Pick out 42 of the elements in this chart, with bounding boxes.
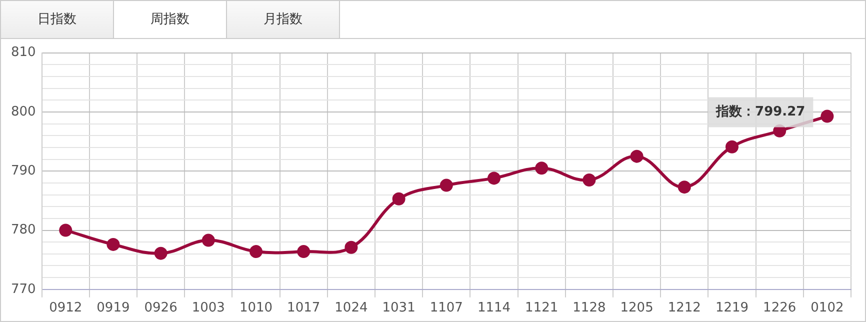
x-tick-label: 0102 — [810, 300, 844, 316]
point — [202, 234, 215, 247]
point — [535, 162, 548, 175]
point — [59, 224, 72, 237]
y-tick-label: 810 — [10, 45, 36, 60]
x-tick-label: 1226 — [763, 300, 796, 316]
point — [297, 245, 310, 258]
x-tick-label: 1128 — [572, 300, 606, 316]
x-tick-label: 1024 — [334, 300, 368, 316]
x-tick-label: 1017 — [287, 300, 320, 316]
text: 周指数 — [114, 1, 227, 38]
point — [250, 245, 263, 258]
x-tick-label: 1212 — [668, 300, 701, 316]
x-tick-label: 1010 — [239, 300, 273, 316]
point — [344, 240, 358, 254]
y-tick-label: 770 — [10, 282, 36, 297]
x-tick-label: 1219 — [715, 300, 749, 316]
x-tick-label: 0912 — [49, 300, 82, 316]
annotation: 指数：799.27 — [715, 104, 806, 120]
text: 月指数 — [227, 1, 340, 38]
point — [726, 140, 738, 154]
y-tick-label: 780 — [10, 222, 36, 238]
y-tick-label: 790 — [10, 163, 36, 178]
x-tick-label: 0919 — [96, 300, 130, 316]
point — [154, 246, 168, 260]
x-tick-label: 1107 — [430, 300, 463, 316]
point — [488, 172, 501, 185]
point — [820, 110, 834, 123]
x-tick-label: 1031 — [382, 300, 416, 316]
x-tick-label: 1114 — [477, 300, 511, 316]
point — [678, 180, 691, 194]
text: 日指数 — [1, 1, 114, 38]
x-tick-label: 1205 — [620, 300, 654, 316]
point — [392, 192, 406, 206]
x-tick-label: 1121 — [525, 300, 558, 316]
point — [630, 150, 644, 163]
x-tick-label: 0926 — [144, 300, 178, 316]
point — [582, 173, 596, 186]
point — [440, 178, 453, 192]
y-tick-label: 800 — [10, 104, 36, 120]
x-tick-label: 1003 — [192, 300, 225, 316]
point — [106, 238, 120, 251]
